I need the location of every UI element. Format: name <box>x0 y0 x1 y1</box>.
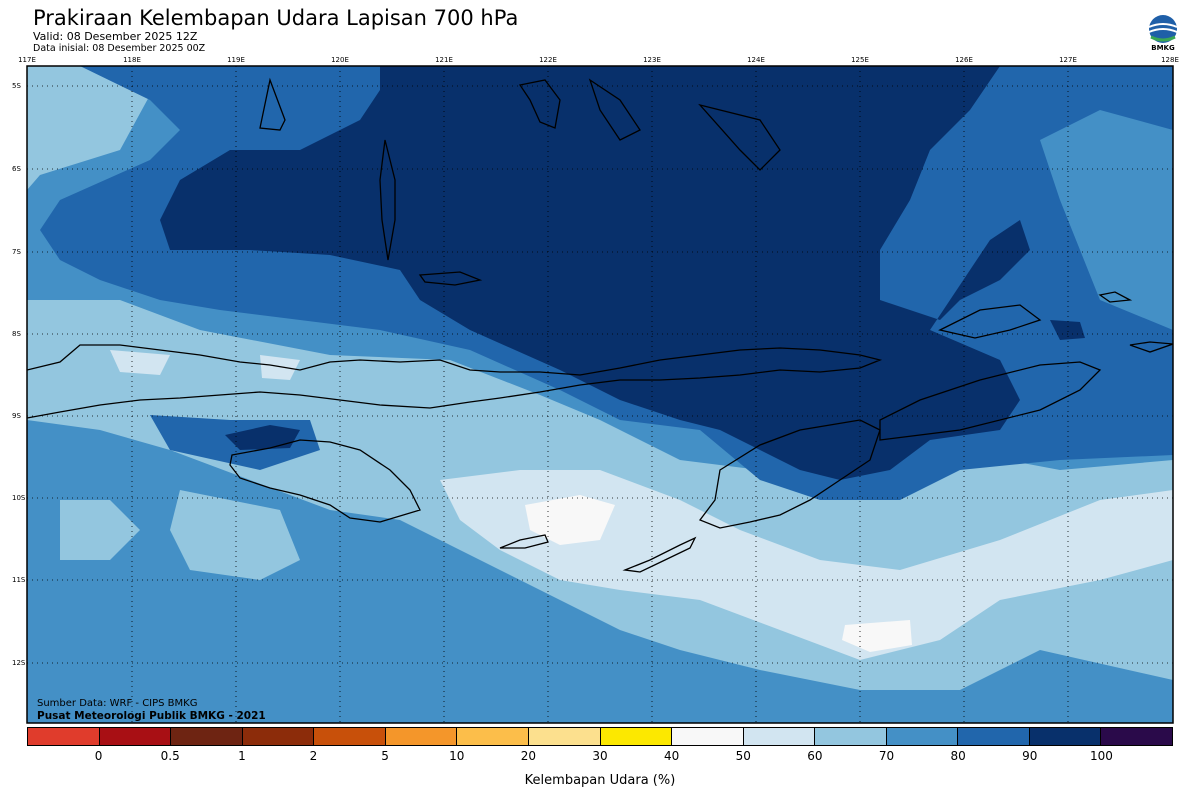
colorbar-tick: 40 <box>663 749 680 763</box>
lat-label: 12S <box>12 659 26 667</box>
lon-label: 124E <box>747 56 765 64</box>
coastlines <box>27 77 1173 573</box>
humidity-field-60-70 <box>110 350 1173 660</box>
lon-label: 121E <box>435 56 453 64</box>
colorbar-segment <box>1101 728 1172 745</box>
lon-label: 122E <box>539 56 557 64</box>
valid-time: Valid: 08 Desember 2025 12Z <box>33 30 198 43</box>
colorbar-tick: 70 <box>878 749 895 763</box>
colorbar-segment <box>743 728 816 745</box>
colorbar-segment <box>457 728 529 745</box>
humidity-field-100 <box>160 66 1085 480</box>
lon-label: 119E <box>227 56 245 64</box>
colorbar-segment <box>958 728 1030 745</box>
initial-time: Data inisial: 08 Desember 2025 00Z <box>33 43 206 54</box>
colorbar-segment <box>99 728 172 745</box>
lat-label: 6S <box>12 165 21 173</box>
lon-label: 123E <box>643 56 661 64</box>
colorbar-tick: 20 <box>520 749 537 763</box>
humidity-field-50-60 <box>525 495 912 652</box>
colorbar-segment <box>28 728 100 745</box>
colorbar-tick: 100 <box>1089 749 1113 763</box>
colorbar-tick: 10 <box>449 749 465 763</box>
lat-label: 8S <box>12 330 21 338</box>
colorbar-segment <box>600 728 673 745</box>
colorbar-tick: 0 <box>94 749 103 763</box>
colorbar-tick: 2 <box>309 749 318 763</box>
colorbar-tick: 50 <box>735 749 751 763</box>
colorbar-tick: 90 <box>1022 749 1038 763</box>
colorbar <box>27 727 1173 746</box>
lat-label: 5S <box>12 82 21 90</box>
lon-label: 128E <box>1161 56 1179 64</box>
humidity-field-70-80 <box>27 66 1173 690</box>
organization-credit: Pusat Meteorologi Publik BMKG - 2021 <box>37 710 266 722</box>
colorbar-segment <box>886 728 959 745</box>
colorbar-segment <box>242 728 315 745</box>
colorbar-tick: 60 <box>807 749 823 763</box>
lon-label: 126E <box>955 56 973 64</box>
lon-label: 127E <box>1059 56 1077 64</box>
colorbar-tick: 0.5 <box>160 749 180 763</box>
lat-label: 11S <box>12 576 26 584</box>
graticule <box>27 66 1173 723</box>
colorbar-tick: 1 <box>238 749 246 763</box>
lat-label: 9S <box>12 412 21 420</box>
colorbar-segment <box>171 728 243 745</box>
lon-label: 117E <box>18 56 36 64</box>
colorbar-tick: 30 <box>592 749 608 763</box>
data-source: Sumber Data: WRF - CIPS BMKG <box>37 698 198 709</box>
lon-label: 120E <box>331 56 349 64</box>
lon-label: 118E <box>123 56 141 64</box>
colorbar-segment <box>672 728 744 745</box>
lat-label: 10S <box>12 494 26 502</box>
colorbar-segment <box>528 728 601 745</box>
colorbar-label: Kelembapan Udara (%) <box>524 773 676 788</box>
colorbar-segment <box>385 728 458 745</box>
colorbar-tick: 80 <box>950 749 966 763</box>
map-frame <box>26 65 1174 724</box>
colorbar-segment <box>314 728 386 745</box>
page-title: Prakiraan Kelembapan Udara Lapisan 700 h… <box>33 6 519 30</box>
lat-label: 7S <box>12 248 21 256</box>
colorbar-tick: 5 <box>381 749 389 763</box>
logo-text: BMKG <box>1151 44 1175 52</box>
lon-label: 125E <box>851 56 869 64</box>
colorbar-segment <box>1029 728 1102 745</box>
bmkg-logo-icon <box>1148 15 1178 43</box>
colorbar-segment <box>815 728 887 745</box>
